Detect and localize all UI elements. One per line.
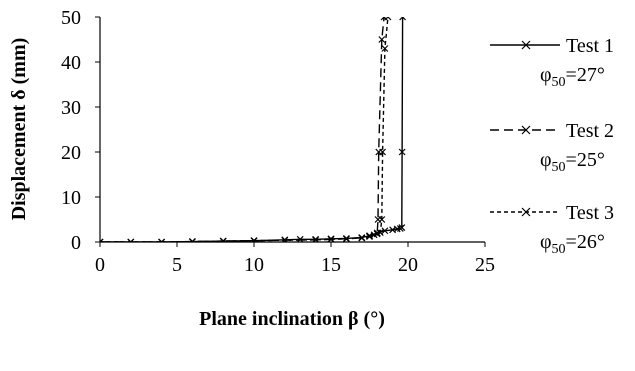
series-3-point xyxy=(381,45,389,52)
series-3-point xyxy=(378,216,386,223)
series-3-point xyxy=(358,234,366,242)
series-1 xyxy=(100,17,407,242)
legend-label: Test 3 xyxy=(566,202,614,224)
legend-label: Test 1 xyxy=(566,35,614,57)
plot-area: 0 5 10 15 20 25 0 10 20 30 40 50 xyxy=(61,7,495,276)
series-3-line xyxy=(100,17,389,242)
legend-marker xyxy=(521,207,531,217)
legend-marker xyxy=(521,125,531,135)
series-3-point xyxy=(188,238,196,242)
legend-note: φ50=25° xyxy=(540,149,605,175)
series-3-point xyxy=(376,229,384,236)
series-3-point xyxy=(250,237,258,242)
y-tick-label: 40 xyxy=(61,52,81,74)
x-axis-label: Plane inclination β (°) xyxy=(199,308,385,330)
series-1-line xyxy=(100,17,404,242)
y-tick-label: 0 xyxy=(71,232,81,254)
series-3-point xyxy=(100,238,104,242)
legend-note: φ50=27° xyxy=(540,64,605,90)
legend: Test 1 φ50=27° Test 2 φ50=25° Test 3 φ50=26° xyxy=(490,35,614,257)
legend-label: Test 2 xyxy=(566,120,614,142)
series-2-line xyxy=(100,17,385,242)
y-tick-label: 20 xyxy=(61,142,81,164)
y-tick-label: 50 xyxy=(61,7,81,29)
series-3-point xyxy=(342,235,350,242)
series-3-point xyxy=(366,232,373,240)
x-tick-label: 10 xyxy=(244,254,264,276)
series-3-point xyxy=(281,236,289,242)
series-3-point xyxy=(379,148,387,156)
x-tick-label: 15 xyxy=(321,254,341,276)
series-3-point xyxy=(219,237,227,242)
series-1-point xyxy=(399,17,407,21)
legend-marker xyxy=(521,40,531,50)
x-tick-label: 5 xyxy=(172,254,182,276)
series-1-point xyxy=(381,227,389,235)
series-1-point xyxy=(398,224,406,232)
series-layer xyxy=(100,17,407,242)
legend-item-3: Test 3 φ50=26° xyxy=(490,202,614,257)
y-tick-label: 10 xyxy=(61,187,81,209)
series-1-point xyxy=(398,148,406,156)
series-3-point xyxy=(127,238,135,242)
series-3-point xyxy=(158,238,166,242)
axis-ticks: 0 5 10 15 20 25 0 10 20 30 40 50 xyxy=(61,7,495,276)
x-tick-label: 25 xyxy=(475,254,495,276)
series-3-point xyxy=(327,235,335,242)
x-tick-label: 20 xyxy=(398,254,418,276)
series-2-point xyxy=(378,36,386,43)
series-3-point xyxy=(384,17,392,21)
y-tick-label: 30 xyxy=(61,97,81,119)
y-axis-label: Displacement δ (mm) xyxy=(8,38,30,221)
series-2 xyxy=(100,17,388,242)
legend-item-1: Test 1 φ50=27° xyxy=(490,35,614,90)
legend-note: φ50=26° xyxy=(540,231,605,257)
legend-item-2: Test 2 φ50=25° xyxy=(490,120,614,175)
series-3-point xyxy=(312,236,320,242)
series-3 xyxy=(100,17,392,242)
x-tick-label: 0 xyxy=(95,254,105,276)
